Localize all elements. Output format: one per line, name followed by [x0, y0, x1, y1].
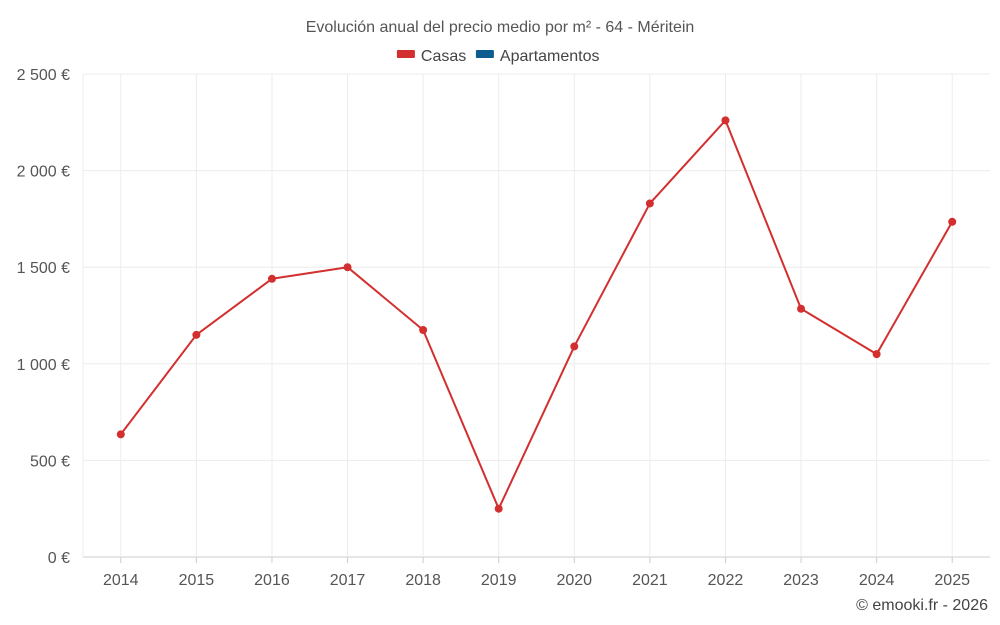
y-tick-label: 500 €	[30, 453, 70, 470]
x-tick-label: 2015	[179, 572, 215, 589]
x-tick-label: 2017	[330, 572, 366, 589]
y-tick-label: 1 000 €	[17, 357, 70, 374]
legend-swatch	[396, 50, 415, 58]
x-tick-label: 2025	[934, 572, 970, 589]
y-axis: 0 € 500 € 1 000 € 1 500 € 2 000 € 2 500 €	[17, 67, 70, 567]
data-point	[645, 199, 654, 208]
data-point	[116, 430, 125, 439]
grid	[82, 73, 990, 558]
credit-text: © emooki.fr - 2026	[856, 597, 988, 614]
data-point	[797, 304, 806, 313]
data-point	[343, 263, 352, 272]
x-tick-label: 2023	[783, 572, 819, 589]
data-point	[570, 342, 579, 351]
x-tick-label: 2020	[556, 572, 592, 589]
data-point	[721, 116, 730, 125]
legend-swatch	[475, 50, 494, 58]
data-point	[494, 504, 503, 513]
y-tick-label: 2 500 €	[17, 67, 70, 84]
legend-item-casas: Casas	[396, 48, 466, 65]
x-axis: 2014 2015 2016 2017 2018 2019 2020 2021 2022 2023…	[103, 557, 970, 589]
data-point	[948, 217, 957, 226]
legend-item-apartamentos: Apartamentos	[475, 48, 600, 65]
x-tick-label: 2016	[254, 572, 290, 589]
x-tick-label: 2024	[859, 572, 895, 589]
y-tick-label: 2 000 €	[17, 164, 70, 181]
series-line-casas	[119, 119, 954, 510]
legend-label: Apartamentos	[500, 48, 600, 65]
data-point	[267, 274, 276, 283]
x-tick-label: 2018	[405, 572, 441, 589]
x-tick-label: 2022	[708, 572, 744, 589]
data-point	[419, 325, 428, 334]
series-group	[116, 116, 957, 513]
legend: Casas Apartamentos	[396, 48, 600, 65]
x-tick-label: 2019	[481, 572, 517, 589]
legend-label: Casas	[421, 48, 466, 65]
y-tick-label: 0 €	[48, 550, 70, 567]
x-tick-label: 2014	[103, 572, 139, 589]
data-point	[192, 330, 201, 339]
y-tick-label: 1 500 €	[17, 260, 70, 277]
data-point	[872, 350, 881, 359]
x-tick-label: 2021	[632, 572, 668, 589]
chart-title: Evolución anual del precio medio por m² …	[306, 19, 695, 36]
